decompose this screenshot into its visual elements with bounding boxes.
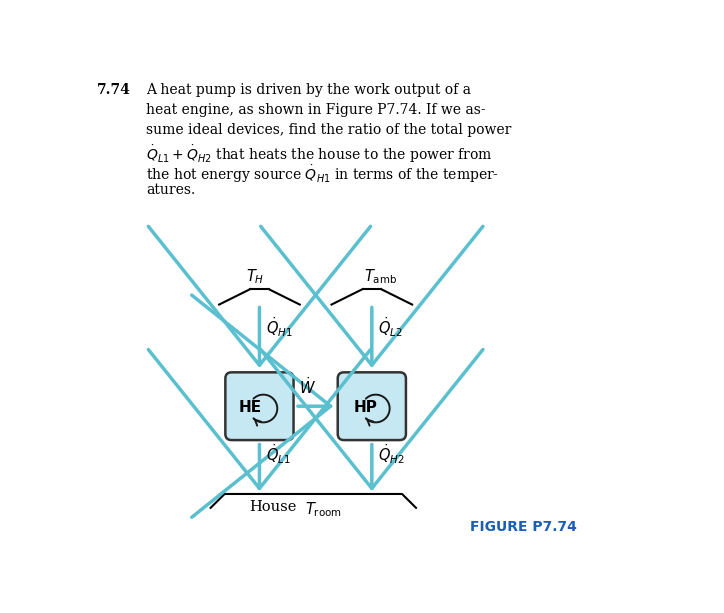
Text: FIGURE P7.74: FIGURE P7.74 <box>471 520 577 534</box>
Text: atures.: atures. <box>146 183 195 197</box>
FancyBboxPatch shape <box>225 372 293 440</box>
Text: heat engine, as shown in Figure P7.74. If we as-: heat engine, as shown in Figure P7.74. I… <box>146 103 486 117</box>
Text: $\dot{Q}_{H1}$: $\dot{Q}_{H1}$ <box>266 316 292 340</box>
Text: A heat pump is driven by the work output of a: A heat pump is driven by the work output… <box>146 83 471 97</box>
Text: $\dot{Q}_{L2}$: $\dot{Q}_{L2}$ <box>378 316 403 340</box>
Text: HE: HE <box>239 400 261 415</box>
Text: House: House <box>249 500 296 514</box>
Text: 7.74: 7.74 <box>97 83 130 97</box>
Text: $T_{\mathrm{room}}$: $T_{\mathrm{room}}$ <box>305 500 342 519</box>
Text: $T_{\mathrm{amb}}$: $T_{\mathrm{amb}}$ <box>364 267 397 286</box>
Text: $\dot{W}$: $\dot{W}$ <box>299 376 316 397</box>
Text: the hot energy source $\dot{Q}_{H1}$ in terms of the temper-: the hot energy source $\dot{Q}_{H1}$ in … <box>146 163 500 185</box>
Text: $T_H$: $T_H$ <box>245 267 264 286</box>
Text: $\dot{Q}_{L1}$: $\dot{Q}_{L1}$ <box>266 443 290 466</box>
FancyBboxPatch shape <box>337 372 406 440</box>
Text: sume ideal devices, find the ratio of the total power: sume ideal devices, find the ratio of th… <box>146 123 512 137</box>
Text: HP: HP <box>354 400 377 415</box>
Text: $\dot{Q}_{H2}$: $\dot{Q}_{H2}$ <box>378 443 405 466</box>
Text: $\dot{Q}_{L1} + \dot{Q}_{H2}$ that heats the house to the power from: $\dot{Q}_{L1} + \dot{Q}_{H2}$ that heats… <box>146 143 493 164</box>
